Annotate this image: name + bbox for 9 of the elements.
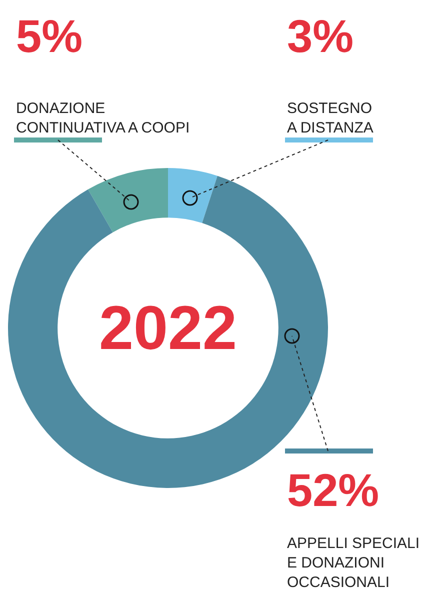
data-label: 3% [287,10,354,62]
text: 2022 [99,294,237,363]
donut-slice [88,168,168,232]
data-label: 5% [16,10,82,62]
slice-label: DONAZIONE CONTINUATIVA A COOPI [16,100,190,136]
donut-slice [168,168,218,224]
data-label: 52% [287,464,380,516]
slice-label: SOSTEGNO A DISTANZA [287,100,374,136]
slice-label: APPELLI SPECIALI E DONAZIONI OCCASIONALI [287,535,420,591]
